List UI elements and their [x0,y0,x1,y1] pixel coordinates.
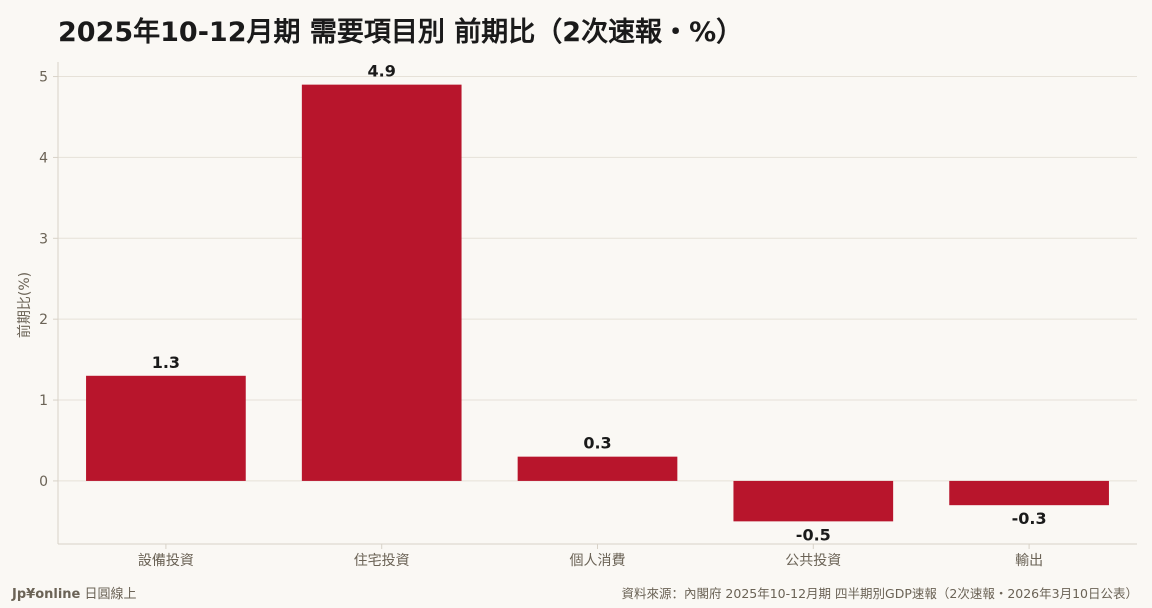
data-label: 0.3 [583,434,611,453]
y-tick-label: 2 [39,312,48,328]
bar-3 [733,480,894,522]
y-tick-label: 0 [39,474,48,490]
source-note: 資料來源：內閣府 2025年10-12月期 四半期別GDP速報（2次速報・202… [621,586,1138,601]
bar-0 [86,375,246,481]
data-label: 1.3 [152,353,180,372]
data-label: 4.9 [368,62,396,81]
y-tick-label: 4 [39,150,48,166]
labels: 1.3 設備投資 4.9 住宅投資 0.3 個人消費 -0.5 公共投資 -0.3 輸出 [138,62,1047,569]
footer-brand: Jp¥online 日圓線上 [12,583,137,602]
data-label: -0.3 [1012,509,1047,528]
brand-name: Jp¥online [12,587,81,602]
y-axis-label: 前期比(%) [16,272,33,338]
y-tick-label: 5 [39,70,48,86]
bar-4 [949,480,1109,506]
x-tick-label: 輸出 [1015,553,1043,569]
x-tick-label: 設備投資 [138,553,194,569]
y-tick-label: 1 [39,393,48,409]
chart-title: 2025年10-12月期 需要項目別 前期比（2次速報・%） [58,17,744,48]
y-tick-label: 3 [39,231,48,247]
x-tick-label: 公共投資 [785,553,841,569]
bar-2 [517,456,678,481]
x-tick-label: 住宅投資 [354,553,410,569]
bar-1 [301,84,462,481]
data-label: -0.5 [796,525,831,544]
bars [86,84,1109,522]
axes: 0 1 2 3 4 5 前期比(%) [16,62,1137,549]
brand-subtitle: 日圓線上 [84,587,137,602]
x-tick-label: 個人消費 [570,553,626,569]
